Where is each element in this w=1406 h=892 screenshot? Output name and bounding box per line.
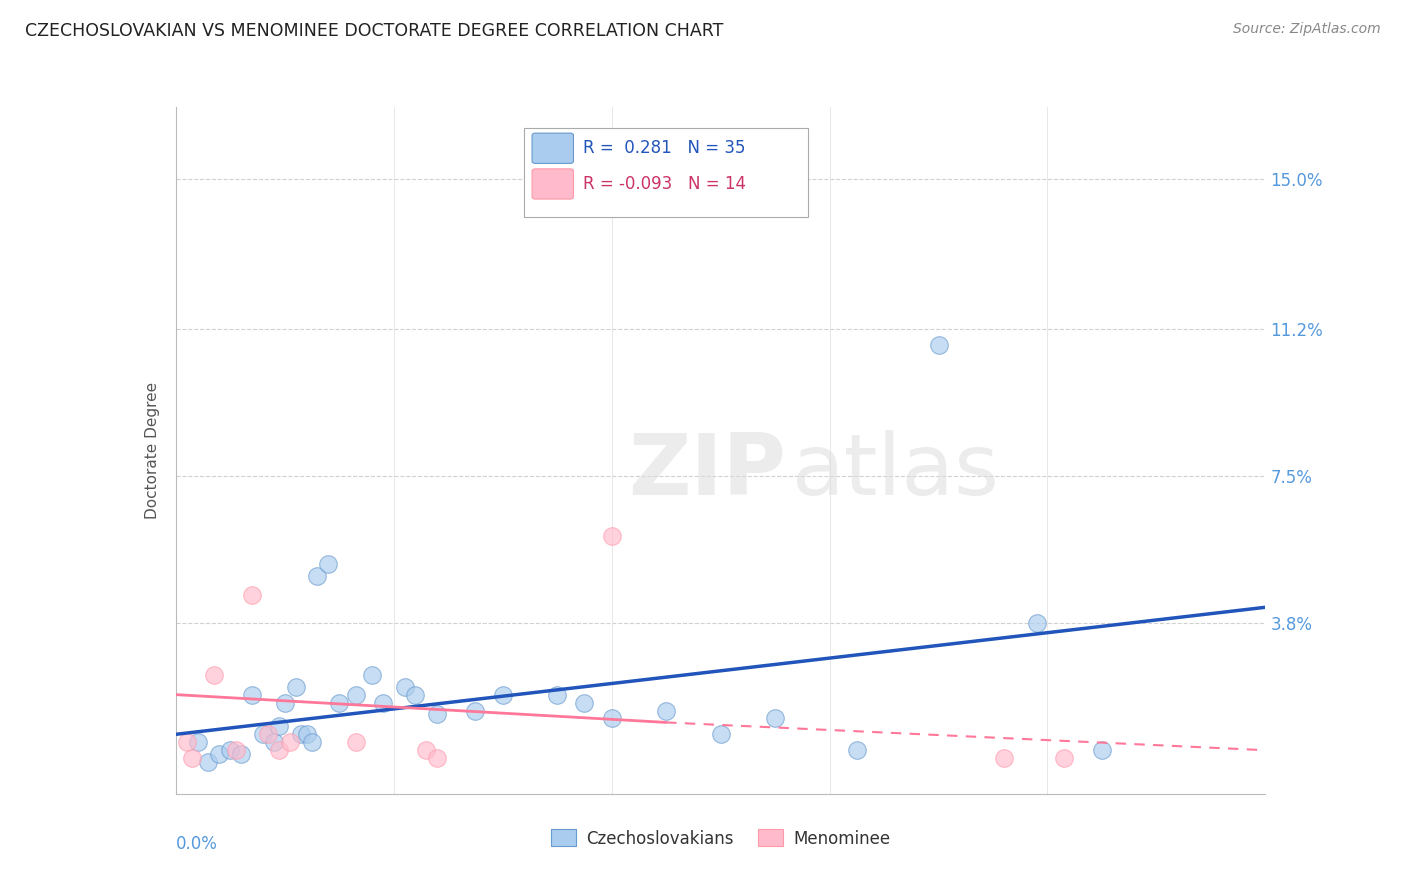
- Point: [710, 727, 733, 741]
- Point: [290, 727, 312, 741]
- Point: [415, 743, 437, 757]
- Point: [240, 588, 263, 602]
- Text: CZECHOSLOVAKIAN VS MENOMINEE DOCTORATE DEGREE CORRELATION CHART: CZECHOSLOVAKIAN VS MENOMINEE DOCTORATE D…: [25, 22, 724, 40]
- Point: [269, 743, 291, 757]
- Point: [219, 743, 242, 757]
- Point: [284, 680, 307, 694]
- Point: [269, 719, 291, 733]
- Text: ZIP: ZIP: [628, 430, 786, 513]
- Point: [394, 680, 416, 694]
- Legend: Czechoslovakians, Menominee: Czechoslovakians, Menominee: [544, 822, 897, 855]
- Point: [176, 735, 198, 749]
- Point: [257, 727, 280, 741]
- Text: Source: ZipAtlas.com: Source: ZipAtlas.com: [1233, 22, 1381, 37]
- Point: [202, 667, 225, 681]
- Point: [181, 751, 204, 765]
- FancyBboxPatch shape: [524, 128, 808, 217]
- Point: [993, 751, 1015, 765]
- Point: [655, 704, 678, 718]
- Point: [360, 667, 382, 681]
- Point: [231, 747, 253, 761]
- Point: [197, 755, 219, 769]
- Text: atlas: atlas: [792, 430, 1000, 513]
- Point: [208, 747, 231, 761]
- Point: [1025, 616, 1047, 631]
- FancyBboxPatch shape: [531, 133, 574, 163]
- Point: [186, 735, 209, 749]
- Point: [574, 696, 596, 710]
- Point: [600, 711, 623, 725]
- Point: [600, 529, 623, 543]
- Point: [263, 735, 285, 749]
- Point: [546, 688, 568, 702]
- FancyBboxPatch shape: [531, 169, 574, 199]
- Point: [274, 696, 297, 710]
- Point: [252, 727, 274, 741]
- Point: [426, 707, 449, 722]
- Point: [344, 688, 367, 702]
- Point: [426, 751, 449, 765]
- Point: [225, 743, 247, 757]
- Point: [1091, 743, 1114, 757]
- Point: [301, 735, 323, 749]
- Text: R = -0.093   N = 14: R = -0.093 N = 14: [583, 175, 747, 193]
- Text: 0.0%: 0.0%: [176, 835, 218, 853]
- Point: [295, 727, 318, 741]
- Point: [240, 688, 263, 702]
- Point: [344, 735, 367, 749]
- Point: [763, 711, 786, 725]
- Point: [307, 568, 329, 582]
- Point: [278, 735, 301, 749]
- Point: [328, 696, 350, 710]
- Point: [405, 688, 427, 702]
- Text: R =  0.281   N = 35: R = 0.281 N = 35: [583, 139, 745, 157]
- Point: [371, 696, 394, 710]
- Point: [492, 688, 515, 702]
- Point: [1053, 751, 1076, 765]
- Point: [845, 743, 868, 757]
- Y-axis label: Doctorate Degree: Doctorate Degree: [145, 382, 160, 519]
- Point: [318, 557, 340, 571]
- Point: [464, 704, 486, 718]
- Point: [928, 338, 950, 352]
